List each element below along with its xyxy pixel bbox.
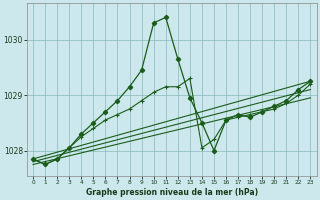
X-axis label: Graphe pression niveau de la mer (hPa): Graphe pression niveau de la mer (hPa): [86, 188, 258, 197]
